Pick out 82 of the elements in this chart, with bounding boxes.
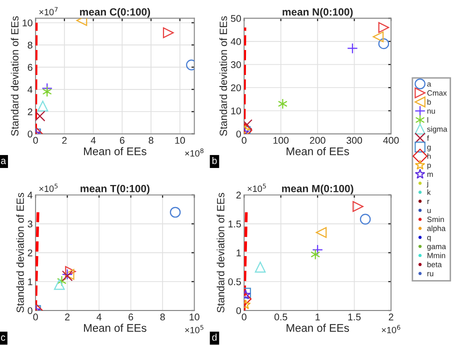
x-tick-label: 100 [273,136,289,144]
chart-title: mean N(0:100) [282,8,353,18]
x-tick-label: 0 [242,314,246,320]
x-tick-label: 400 [383,136,399,144]
y-tick-label: 3 [28,220,32,228]
y-tick-label: 1.5 [228,220,241,228]
text: ×10$^{6}$ [382,325,400,334]
y-tick-label: 4 [28,86,32,93]
point [65,266,76,277]
x-tick-label: 1 [316,314,320,320]
x-tick-label: 0 [242,136,246,144]
y-tick-label: 0 [236,307,241,314]
y-tick-label: 6 [28,64,32,71]
chart-title: mean T(0:100) [80,184,150,194]
point [244,119,252,130]
text: ×10$^{8}$ [185,148,204,157]
point [347,42,358,54]
x-tick-label: 8 [148,136,154,144]
x-tick-label: 1.5 [348,314,361,320]
point [37,100,48,112]
y-tick-label: 50 [230,15,241,22]
y-tick-label: 0 [28,307,32,314]
y-axis-title: Standard deviation of EEs [216,192,224,312]
text: d [212,334,217,341]
x-tick-label: 6 [120,136,124,144]
point [360,214,371,225]
x-tick-label: 10 [175,136,185,144]
y-tick-label: 4 [28,192,32,198]
x-tick-label: 0 [33,314,38,320]
x-tick-label: 8 [160,314,165,320]
y-tick-label: 2 [28,108,32,116]
x-axis-title: Mean of EEs [286,324,349,332]
y-tick-label: 0 [236,130,241,138]
text: ×10$^{5}$ [248,184,266,192]
text: ×10$^{5}$ [39,184,58,192]
y-tick-label: 40 [230,38,241,46]
x-tick-label: 0 [33,136,38,144]
x-tick-label: 300 [346,136,362,144]
x-tick-label: 2 [65,314,70,320]
y-tick-label: 1 [236,250,241,256]
x-tick-label: 2 [62,136,67,144]
y-tick-label: 0.5 [228,278,241,286]
text: b [212,156,217,164]
x-tick-label: 200 [310,136,326,144]
chart-title: mean C(0:100) [80,8,150,18]
point [186,60,194,70]
x-axis-title: Mean of EEs [84,147,146,156]
point [378,38,390,50]
point [352,201,364,212]
point [54,279,65,290]
chart-title: mean M(0:100) [282,184,354,194]
text: a [1,158,6,164]
y-tick-label: 2 [28,249,32,256]
point [378,22,390,33]
point [162,27,174,38]
text: ×10$^{7}$ [39,7,58,16]
x-tick-label: 0.5 [274,314,288,320]
y-tick-label: 20 [231,84,241,92]
point [36,110,46,122]
x-tick-label: 4 [96,314,102,320]
point [312,244,323,256]
x-axis-title: Mean of EEs [286,147,349,156]
point [170,206,181,218]
y-tick-label: 1 [28,278,32,286]
y-axis-title: Standard deviation of EEs [10,16,19,136]
y-tick-label: 2 [236,192,241,198]
text: ×10$^{5}$ [185,325,204,334]
y-tick-label: 8 [28,42,32,49]
y-axis-title: Standard deviation of EEs [16,192,24,312]
text: c [1,335,6,341]
y-tick-label: 0 [28,130,32,138]
y-axis-title: Standard deviation of EEs [219,16,228,136]
point [316,227,327,238]
y-tick-label: 10 [22,19,32,26]
x-tick-label: 4 [90,136,96,144]
point [372,31,384,42]
y-tick-label: 10 [231,107,241,114]
x-tick-label: 10 [190,314,200,320]
y-tick-label: 30 [230,61,241,68]
x-tick-label: 2 [388,314,394,320]
x-tick-label: 6 [128,314,134,320]
x-axis-title: Mean of EEs [84,324,146,332]
